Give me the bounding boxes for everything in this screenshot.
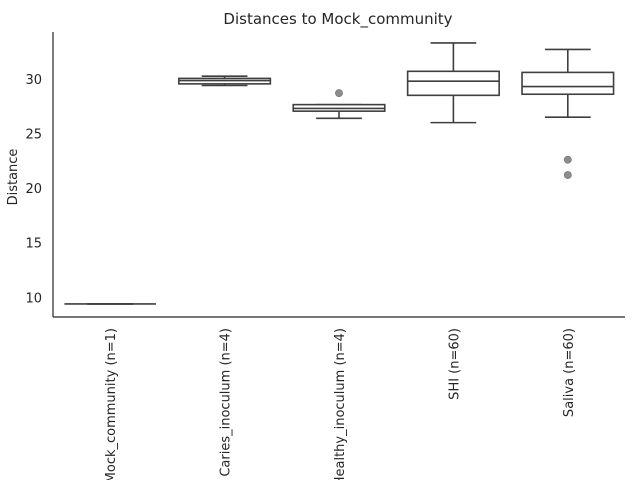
y-tick-label: 30 xyxy=(25,73,42,88)
chart-title: Distances to Mock_community xyxy=(223,10,452,29)
y-tick-label: 20 xyxy=(25,182,42,197)
box xyxy=(406,70,500,97)
outlier-point xyxy=(563,171,572,179)
x-tick-label: SHI (n=60) xyxy=(447,328,462,400)
plot-area: 10 15 20 25 30 Mock_community (n=1) Caries_ino… xyxy=(25,32,625,480)
box xyxy=(521,71,615,96)
y-tick-label: 10 xyxy=(25,291,42,306)
y-tick-label: 25 xyxy=(25,128,42,143)
outlier-point xyxy=(563,155,572,164)
x-tick-label: Saliva (n=60) xyxy=(562,328,577,417)
y-axis-label: Distance xyxy=(6,149,21,206)
x-tick-label: Healthy_inoculum (n=4) xyxy=(333,328,348,480)
outlier-point xyxy=(335,89,343,98)
y-tick-label: 15 xyxy=(25,237,42,252)
x-tick-label: Caries_inoculum (n=4) xyxy=(219,328,234,477)
x-tick-label: Mock_community (n=1) xyxy=(104,328,119,480)
